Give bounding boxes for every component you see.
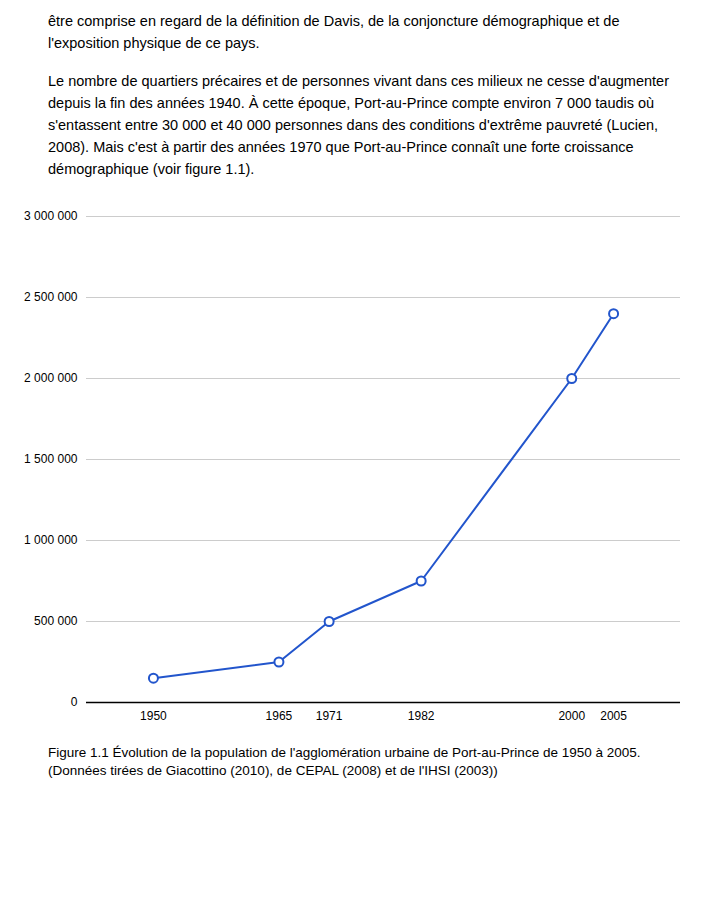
svg-text:3 000 000: 3 000 000 — [24, 209, 78, 223]
svg-text:1950: 1950 — [140, 709, 167, 723]
html-text:Figure 1.1 Évolution de la pop: Figure 1.1 Évolution de la population de… — [48, 745, 641, 778]
svg-text:2005: 2005 — [600, 709, 627, 723]
html-text:être comprise en regard de la: être comprise en regard de la définition… — [48, 13, 620, 51]
svg-text:500 000: 500 000 — [34, 614, 78, 628]
svg-text:2000: 2000 — [558, 709, 585, 723]
svg-text:1 000 000: 1 000 000 — [24, 533, 78, 547]
svg-text:1965: 1965 — [266, 709, 293, 723]
svg-text:2 000 000: 2 000 000 — [24, 371, 78, 385]
svg-text:1982: 1982 — [408, 709, 435, 723]
html-text:Le nombre de quartiers précair: Le nombre de quartiers précaires et de p… — [48, 73, 669, 177]
svg-text:1 500 000: 1 500 000 — [24, 452, 78, 466]
svg-text:1971: 1971 — [316, 709, 343, 723]
svg-text:0: 0 — [71, 695, 78, 709]
svg-text:2 500 000: 2 500 000 — [24, 290, 78, 304]
